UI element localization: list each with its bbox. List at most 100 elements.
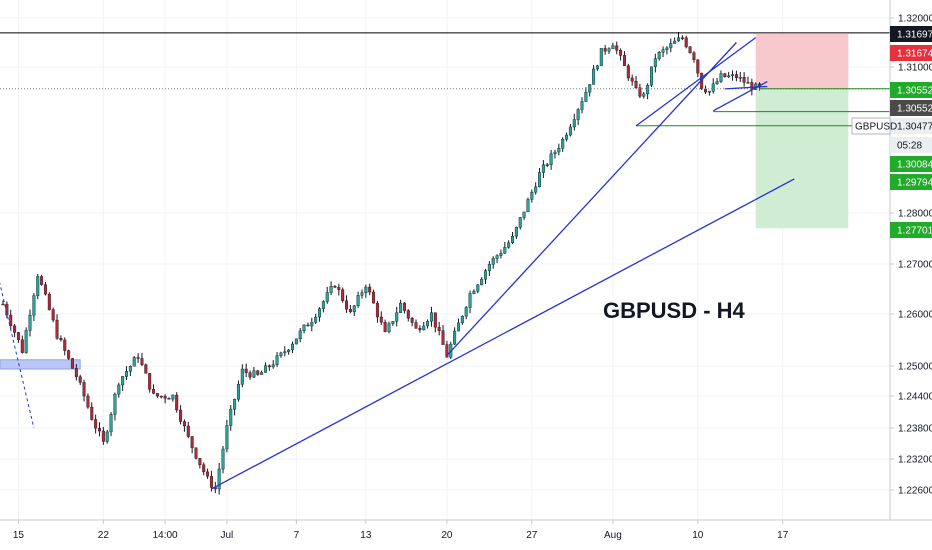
candle-body xyxy=(182,421,186,427)
price-badge-bg xyxy=(890,156,932,172)
y-tick-label: 1.32000 xyxy=(898,14,932,25)
x-tick-label: 7 xyxy=(294,530,300,541)
candle-body xyxy=(167,398,171,400)
candle-body xyxy=(545,164,549,166)
trendline xyxy=(446,42,737,357)
candle-body xyxy=(487,264,491,271)
price-badge-bg xyxy=(890,26,932,42)
candle-body xyxy=(653,58,657,67)
candle-body xyxy=(271,364,275,368)
candle-body xyxy=(229,408,233,426)
candle-body xyxy=(727,75,731,78)
candle-body xyxy=(599,48,603,67)
candle-body xyxy=(1,303,5,306)
candle-body xyxy=(568,126,572,136)
candle-body xyxy=(634,81,638,88)
candle-body xyxy=(464,307,468,317)
candle-body xyxy=(615,45,619,51)
candle-body xyxy=(275,355,279,365)
candle-body xyxy=(680,37,684,39)
price-badge-bg xyxy=(890,100,932,116)
candle-body xyxy=(97,427,101,432)
candle-body xyxy=(105,431,109,442)
symbol-label: GBPUSD xyxy=(855,122,897,133)
candle-body xyxy=(364,286,368,294)
candle-body xyxy=(445,344,449,358)
take-profit-zone xyxy=(755,88,849,229)
candle-body xyxy=(707,91,711,93)
time-axis[interactable]: 15 22 14:00 Jul 7 13 20 27 Aug 10 17 xyxy=(0,519,932,550)
candle-body xyxy=(233,398,237,410)
candle-body xyxy=(630,77,634,82)
price-badge: 1.30552 xyxy=(890,82,932,98)
price-badge-value: 1.30552 xyxy=(897,104,932,115)
candle-body xyxy=(715,81,719,85)
x-tick-label: 10 xyxy=(692,530,704,541)
candle-body xyxy=(592,68,596,85)
x-tick-label: 27 xyxy=(526,530,538,541)
price-badge-value: 1.31697 xyxy=(897,30,932,41)
price-axis[interactable]: 1.32000 1.31000 1.28000 1.27000 1.26000 1.250… xyxy=(889,0,932,520)
candle-body xyxy=(669,43,673,49)
candle-body xyxy=(638,87,642,97)
candle-body xyxy=(306,324,310,327)
trendline xyxy=(635,37,757,127)
candle-body xyxy=(279,352,283,356)
candle-body xyxy=(395,312,399,322)
candle-body xyxy=(734,74,738,79)
candle-body xyxy=(310,322,314,327)
candle-body xyxy=(368,286,372,293)
candle-body xyxy=(565,134,569,140)
x-tick-label: 15 xyxy=(13,530,25,541)
candle-body xyxy=(572,119,576,128)
candle-body xyxy=(514,226,518,237)
candle-body xyxy=(549,153,553,166)
price-badge-value: 1.29794 xyxy=(897,178,932,189)
candle-body xyxy=(36,276,40,296)
candle-body xyxy=(24,330,28,353)
candle-body xyxy=(460,315,464,324)
y-tick-label: 1.28000 xyxy=(898,209,932,220)
y-tick-label: 1.23200 xyxy=(898,455,932,466)
candle-body xyxy=(511,236,515,243)
candle-body xyxy=(422,325,426,331)
candle-body xyxy=(391,321,395,324)
candle-body xyxy=(86,395,90,408)
candle-body xyxy=(256,370,260,375)
candle-body xyxy=(530,191,534,200)
candle-body xyxy=(186,425,190,437)
candle-body xyxy=(221,448,225,470)
candle-body xyxy=(356,295,360,307)
candle-body xyxy=(649,66,653,86)
candle-body xyxy=(90,406,94,420)
candle-body xyxy=(402,302,406,311)
candle-body xyxy=(661,49,665,53)
price-badge: 1.31697 xyxy=(890,26,932,42)
candle-body xyxy=(731,74,735,76)
candle-body xyxy=(688,46,692,53)
candle-body xyxy=(325,292,329,302)
candle-body xyxy=(742,77,746,83)
price-badge-bg xyxy=(890,118,932,134)
candle-body xyxy=(128,366,132,372)
candle-body xyxy=(372,291,376,304)
candle-body xyxy=(584,91,588,102)
y-tick-label: 1.27000 xyxy=(898,260,932,271)
time-axis-background xyxy=(0,520,932,550)
price-badge-value: 1.27701 xyxy=(897,226,932,237)
candle-body xyxy=(144,364,148,374)
candle-body xyxy=(148,373,152,390)
candle-body xyxy=(472,291,476,294)
candle-body xyxy=(352,305,356,312)
candle-body xyxy=(426,321,430,327)
candle-body xyxy=(59,338,63,341)
candle-body xyxy=(217,468,221,490)
x-tick-label: Jul xyxy=(220,530,233,541)
candle-body xyxy=(294,338,298,345)
candle-body xyxy=(711,83,715,92)
candle-body xyxy=(595,65,599,70)
candle-body xyxy=(152,389,156,394)
candle-body xyxy=(341,289,345,301)
candle-body xyxy=(82,382,86,397)
